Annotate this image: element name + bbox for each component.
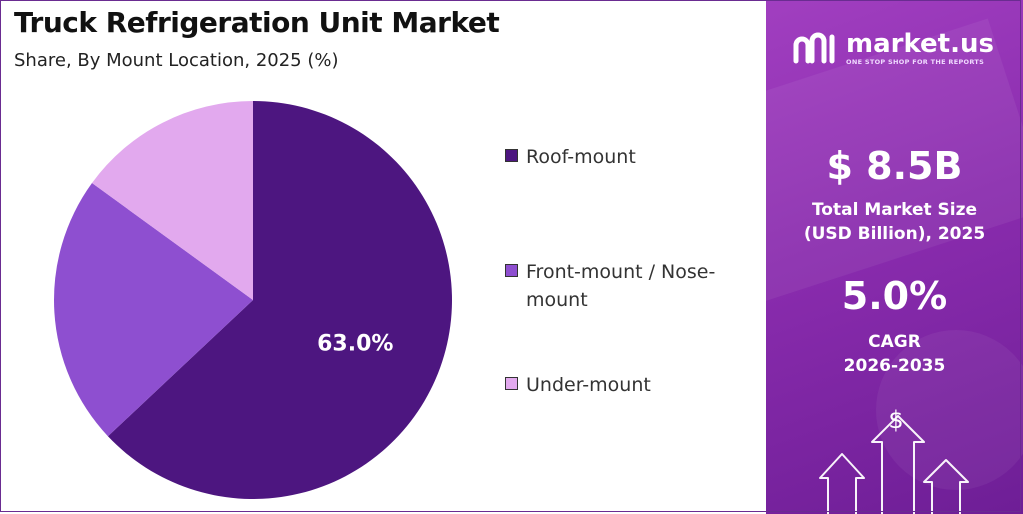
chart-subtitle: Share, By Mount Location, 2025 (%) — [14, 50, 339, 71]
chart-panel: Truck Refrigeration Unit Market Share, B… — [14, 6, 741, 499]
brand-name: market.us — [846, 29, 994, 59]
legend-item-under-mount: Under-mount — [505, 371, 741, 399]
dollar-growth-arrows-icon: $ — [819, 406, 969, 514]
legend-swatch-under-mount — [505, 377, 518, 390]
brand-logo: market.us ONE STOP SHOP FOR THE REPORTS — [792, 30, 994, 66]
brand-tagline: ONE STOP SHOP FOR THE REPORTS — [846, 58, 985, 66]
cagr-value: 5.0% — [841, 274, 948, 318]
market-us-logo-icon — [793, 32, 835, 64]
legend-label-under-mount: Under-mount — [526, 374, 651, 396]
pie-slice-roof-mount — [107, 101, 453, 499]
legend-item-roof-mount: Roof-mount — [505, 143, 741, 171]
pie-chart: 63.0% — [53, 101, 453, 499]
market-size-value: $ 8.5B — [826, 144, 963, 188]
legend-label-front-mount-line1: Front-mount / Nose- — [526, 261, 716, 283]
stats-panel: market.us ONE STOP SHOP FOR THE REPORTS … — [766, 0, 1023, 514]
pie-slice-under-mount — [92, 101, 253, 300]
market-size-label-line2: (USD Billion), 2025 — [803, 224, 986, 244]
pie-data-label: 63.0% — [317, 331, 393, 356]
legend-label-front-mount-line2: mount — [526, 289, 588, 311]
legend-label-roof-mount: Roof-mount — [526, 146, 636, 168]
pie-slice-front-mount-nose-mount — [53, 183, 253, 437]
dollar-symbol: $ — [888, 406, 903, 434]
cagr-label-line1: CAGR — [868, 332, 921, 352]
legend-swatch-front-mount — [505, 264, 518, 277]
legend-item-front-mount: Front-mount / Nose- mount — [505, 258, 741, 314]
cagr-label: CAGR 2026-2035 — [766, 330, 1023, 378]
market-size-label-line1: Total Market Size — [811, 200, 978, 220]
market-size-label: Total Market Size (USD Billion), 2025 — [766, 198, 1023, 246]
legend-swatch-roof-mount — [505, 149, 518, 162]
legend-label-front-mount: Front-mount / Nose- mount — [526, 258, 741, 314]
cagr-label-line2: 2026-2035 — [843, 356, 946, 376]
chart-title: Truck Refrigeration Unit Market — [14, 6, 500, 39]
